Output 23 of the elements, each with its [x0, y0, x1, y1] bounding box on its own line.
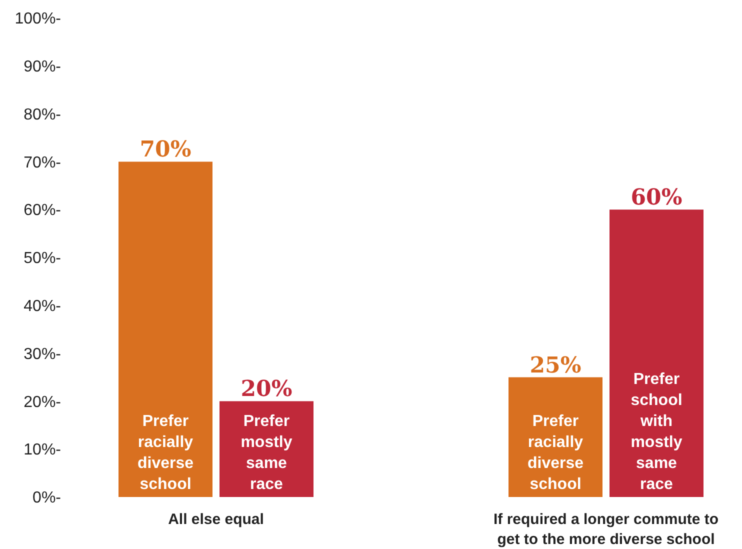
bar — [610, 210, 704, 497]
data-label: 60% — [630, 184, 682, 211]
annotation: Prefer school with mostly same race — [630, 371, 682, 493]
data-label: 20% — [240, 376, 292, 402]
y-tick-label: 40%- — [24, 298, 61, 315]
y-tick-label: 70%- — [24, 154, 61, 172]
x-tick-label: All else equal — [168, 511, 264, 528]
annotation: Prefer mostly same race — [240, 413, 292, 493]
y-tick-label: 100%- — [14, 10, 61, 28]
y-tick-label: 30%- — [24, 346, 61, 363]
x-tick-label: If required a longer commute to get to the more diverse school — [493, 511, 719, 548]
data-label: 25% — [530, 352, 582, 378]
data-label: 70% — [140, 136, 192, 163]
y-tick-label: 20%- — [24, 394, 61, 411]
annotation: Prefer racially diverse school — [137, 413, 194, 493]
y-tick-label: 0%- — [32, 490, 61, 507]
y-tick-label: 10%- — [24, 442, 61, 459]
bar — [118, 162, 212, 497]
y-tick-label: 90%- — [24, 58, 61, 76]
y-tick-label: 50%- — [24, 250, 61, 268]
y-tick-label: 60%- — [24, 202, 61, 220]
annotation: Prefer racially diverse school — [527, 413, 584, 493]
y-tick-label: 80%- — [24, 106, 61, 124]
